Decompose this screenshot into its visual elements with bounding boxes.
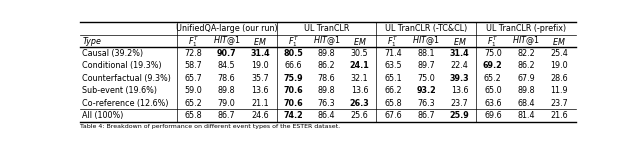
Text: $HIT@1$: $HIT@1$ [313, 35, 340, 47]
Text: 63.5: 63.5 [384, 61, 402, 70]
Text: 65.8: 65.8 [384, 98, 402, 108]
Text: $HIT@1$: $HIT@1$ [512, 35, 540, 47]
Text: 70.6: 70.6 [284, 86, 303, 95]
Text: 13.6: 13.6 [451, 86, 468, 95]
Text: 63.6: 63.6 [484, 98, 502, 108]
Text: $F_1^T$: $F_1^T$ [287, 34, 299, 49]
Text: Conditional (19.3%): Conditional (19.3%) [83, 61, 162, 70]
Text: 72.8: 72.8 [184, 49, 202, 58]
Text: 65.2: 65.2 [184, 98, 202, 108]
Text: 70.6: 70.6 [284, 98, 303, 108]
Text: $F_1^T$: $F_1^T$ [387, 34, 399, 49]
Text: 75.0: 75.0 [484, 49, 502, 58]
Text: 86.7: 86.7 [218, 111, 236, 120]
Text: 76.3: 76.3 [317, 98, 335, 108]
Text: UL TranCLR: UL TranCLR [304, 24, 349, 33]
Text: 81.4: 81.4 [517, 111, 535, 120]
Text: 67.9: 67.9 [517, 74, 535, 83]
Text: 31.4: 31.4 [250, 49, 269, 58]
Text: Counterfactual (9.3%): Counterfactual (9.3%) [83, 74, 172, 83]
Text: Type: Type [83, 37, 101, 46]
Text: 58.7: 58.7 [184, 61, 202, 70]
Text: 13.6: 13.6 [251, 86, 269, 95]
Text: 69.2: 69.2 [483, 61, 502, 70]
Text: 19.0: 19.0 [550, 61, 568, 70]
Text: UnifiedQA-large (our run): UnifiedQA-large (our run) [176, 24, 278, 33]
Text: $HIT@1$: $HIT@1$ [213, 35, 241, 47]
Text: 21.1: 21.1 [251, 98, 269, 108]
Text: 39.3: 39.3 [450, 74, 469, 83]
Text: 23.7: 23.7 [550, 98, 568, 108]
Text: 86.7: 86.7 [417, 111, 435, 120]
Text: 65.2: 65.2 [484, 74, 502, 83]
Text: 69.6: 69.6 [484, 111, 502, 120]
Text: 74.2: 74.2 [284, 111, 303, 120]
Text: 31.4: 31.4 [450, 49, 469, 58]
Text: $F_1^T$: $F_1^T$ [188, 34, 199, 49]
Text: $F_1^T$: $F_1^T$ [487, 34, 499, 49]
Text: 65.1: 65.1 [384, 74, 402, 83]
Text: 84.5: 84.5 [218, 61, 236, 70]
Text: 89.8: 89.8 [317, 49, 335, 58]
Text: $EM$: $EM$ [253, 35, 267, 47]
Text: $EM$: $EM$ [353, 35, 367, 47]
Text: 23.7: 23.7 [451, 98, 468, 108]
Text: $HIT@1$: $HIT@1$ [413, 35, 440, 47]
Text: 59.0: 59.0 [184, 86, 202, 95]
Text: 66.2: 66.2 [384, 86, 402, 95]
Text: 86.2: 86.2 [517, 61, 535, 70]
Text: 78.6: 78.6 [317, 74, 335, 83]
Text: 67.6: 67.6 [384, 111, 402, 120]
Text: 25.6: 25.6 [351, 111, 369, 120]
Text: 13.6: 13.6 [351, 86, 369, 95]
Text: 66.6: 66.6 [284, 61, 302, 70]
Text: 93.2: 93.2 [417, 86, 436, 95]
Text: 24.1: 24.1 [350, 61, 369, 70]
Text: Sub-event (19.6%): Sub-event (19.6%) [83, 86, 157, 95]
Text: 25.9: 25.9 [450, 111, 469, 120]
Text: 89.7: 89.7 [417, 61, 435, 70]
Text: 68.4: 68.4 [517, 98, 535, 108]
Text: 65.8: 65.8 [184, 111, 202, 120]
Text: 28.6: 28.6 [550, 74, 568, 83]
Text: 65.7: 65.7 [184, 74, 202, 83]
Text: 65.0: 65.0 [484, 86, 502, 95]
Text: 89.8: 89.8 [317, 86, 335, 95]
Text: 79.0: 79.0 [218, 98, 236, 108]
Text: $EM$: $EM$ [452, 35, 467, 47]
Text: 25.4: 25.4 [550, 49, 568, 58]
Text: 35.7: 35.7 [251, 74, 269, 83]
Text: 82.2: 82.2 [517, 49, 535, 58]
Text: Table 4: Breakdown of performance on different event types of the ESTER dataset.: Table 4: Breakdown of performance on dif… [80, 124, 340, 129]
Text: $EM$: $EM$ [552, 35, 566, 47]
Text: Causal (39.2%): Causal (39.2%) [83, 49, 143, 58]
Text: 80.5: 80.5 [284, 49, 303, 58]
Text: 89.8: 89.8 [218, 86, 236, 95]
Text: 24.6: 24.6 [251, 111, 269, 120]
Text: 11.9: 11.9 [550, 86, 568, 95]
Text: 78.6: 78.6 [218, 74, 236, 83]
Text: 88.1: 88.1 [417, 49, 435, 58]
Text: 75.9: 75.9 [284, 74, 303, 83]
Text: 89.8: 89.8 [517, 86, 535, 95]
Text: 86.4: 86.4 [317, 111, 335, 120]
Text: 22.4: 22.4 [451, 61, 468, 70]
Text: 71.4: 71.4 [384, 49, 402, 58]
Text: 19.0: 19.0 [251, 61, 269, 70]
Text: 75.0: 75.0 [417, 74, 435, 83]
Text: 21.6: 21.6 [550, 111, 568, 120]
Text: All (100%): All (100%) [83, 111, 124, 120]
Text: 32.1: 32.1 [351, 74, 369, 83]
Text: 90.7: 90.7 [217, 49, 236, 58]
Text: UL TranCLR (-prefix): UL TranCLR (-prefix) [486, 24, 566, 33]
Text: 76.3: 76.3 [417, 98, 435, 108]
Text: 86.2: 86.2 [317, 61, 335, 70]
Text: UL TranCLR (-TC&CL): UL TranCLR (-TC&CL) [385, 24, 467, 33]
Text: Co-reference (12.6%): Co-reference (12.6%) [83, 98, 169, 108]
Text: 30.5: 30.5 [351, 49, 369, 58]
Text: 26.3: 26.3 [350, 98, 369, 108]
